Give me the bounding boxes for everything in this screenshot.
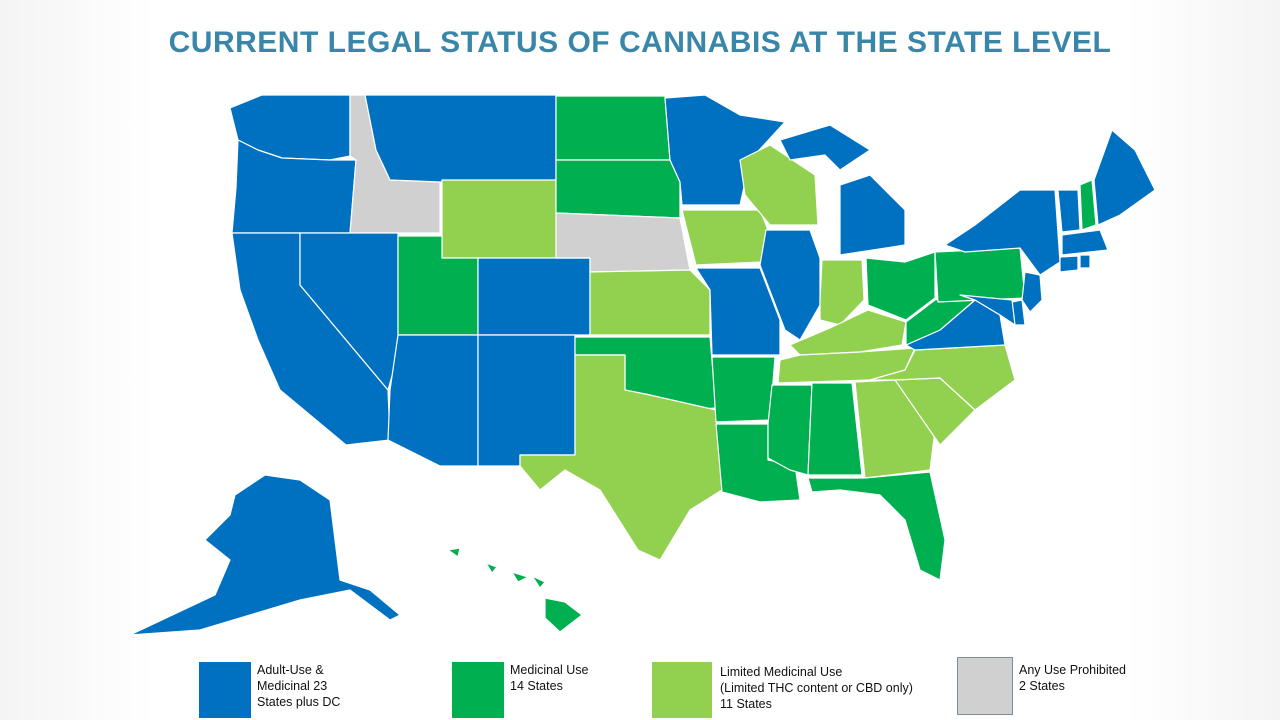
state-WY[interactable] xyxy=(441,179,557,259)
legend-item-limited-medicinal: Limited Medicinal Use (Limited THC conte… xyxy=(652,662,913,718)
state-WI[interactable] xyxy=(739,144,819,226)
state-FL[interactable] xyxy=(807,471,946,581)
legend-label-medicinal: Medicinal Use 14 States xyxy=(510,663,589,693)
state-MI[interactable] xyxy=(779,124,906,256)
legend-swatch-medicinal xyxy=(452,662,504,718)
state-NJ[interactable] xyxy=(1021,271,1043,313)
legend-swatch-limited-medicinal xyxy=(652,662,712,718)
state-MA[interactable] xyxy=(1061,229,1109,256)
state-KS[interactable] xyxy=(589,269,711,336)
state-AZ[interactable] xyxy=(387,334,479,467)
us-map xyxy=(129,94,1156,636)
state-CO[interactable] xyxy=(477,257,591,336)
state-RI[interactable] xyxy=(1079,254,1091,269)
state-NM[interactable] xyxy=(477,334,576,467)
state-ME[interactable] xyxy=(1093,129,1156,226)
state-IL[interactable] xyxy=(759,229,821,341)
state-OH[interactable] xyxy=(865,251,936,321)
state-AR[interactable] xyxy=(711,356,776,423)
state-ND[interactable] xyxy=(555,95,671,161)
state-HI[interactable] xyxy=(447,547,583,633)
state-SD[interactable] xyxy=(555,159,681,219)
state-MD[interactable] xyxy=(959,294,1016,326)
state-AK[interactable] xyxy=(129,474,401,636)
legend-label-adult-use: Adult-Use & Medicinal 23 States plus DC xyxy=(257,663,341,709)
state-MT[interactable] xyxy=(364,94,557,183)
state-MS[interactable] xyxy=(767,384,813,476)
legend-label-limited-medicinal: Limited Medicinal Use (Limited THC conte… xyxy=(720,665,913,711)
state-NC[interactable] xyxy=(869,344,1016,411)
legend-label-prohibited: Any Use Prohibited 2 States xyxy=(1019,663,1127,693)
state-VT[interactable] xyxy=(1057,189,1081,233)
state-TX[interactable] xyxy=(519,354,723,561)
legend-item-prohibited: Any Use Prohibited 2 States xyxy=(957,657,1126,715)
page-title: CURRENT LEGAL STATUS OF CANNABIS AT THE … xyxy=(168,26,1112,59)
state-NH[interactable] xyxy=(1079,179,1097,231)
legend-swatch-prohibited xyxy=(957,657,1013,715)
state-AL[interactable] xyxy=(807,382,863,476)
state-IA[interactable] xyxy=(681,209,773,266)
legend-swatch-adult-use xyxy=(199,662,251,718)
legend-item-adult-use: Adult-Use & Medicinal 23 States plus DC xyxy=(199,662,340,718)
legend-item-medicinal: Medicinal Use 14 States xyxy=(452,662,589,718)
state-CT[interactable] xyxy=(1059,255,1079,273)
state-MO[interactable] xyxy=(695,267,781,356)
state-PA[interactable] xyxy=(934,247,1026,303)
